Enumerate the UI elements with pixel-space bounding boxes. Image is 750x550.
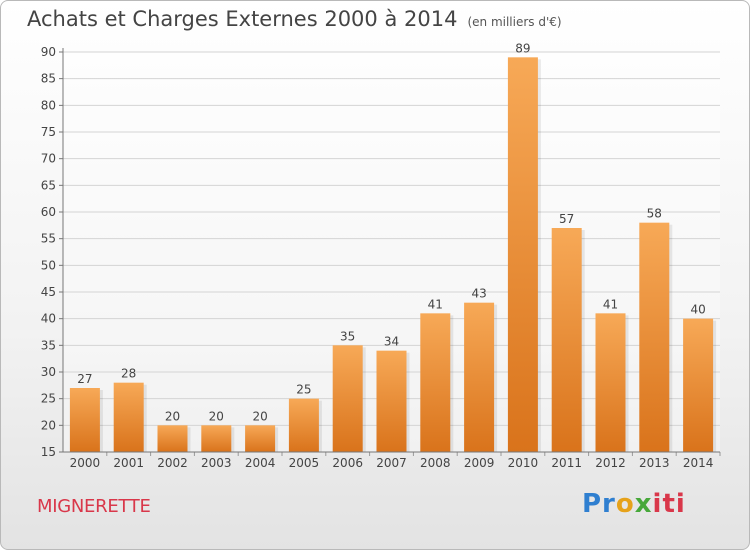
- y-tick-label: 75: [41, 125, 56, 139]
- x-tick-label: 2001: [113, 456, 144, 470]
- bar: [464, 302, 495, 452]
- data-label: 89: [515, 41, 530, 55]
- commune-name: MIGNERETTE: [37, 496, 151, 517]
- x-tick-label: 2006: [332, 456, 363, 470]
- data-label: 57: [559, 212, 574, 226]
- bar: [332, 345, 363, 452]
- y-tick-label: 45: [41, 285, 56, 299]
- y-tick-label: 25: [41, 392, 56, 406]
- data-label: 20: [209, 409, 224, 423]
- x-tick-label: 2013: [639, 456, 670, 470]
- bar: [288, 398, 319, 452]
- bars: 27 28 20 20 20 25 35 34 41 43 89 57 41 58 40: [69, 41, 717, 452]
- bar: [595, 313, 626, 452]
- chart-subtitle: (en milliers d'€): [467, 15, 562, 29]
- chart-title: Achats et Charges Externes 2000 à 2014 (e…: [27, 7, 562, 31]
- x-tick-label: 2003: [201, 456, 232, 470]
- data-label: 20: [165, 409, 180, 423]
- bar: [201, 425, 232, 452]
- data-label: 58: [647, 207, 662, 221]
- data-label: 25: [296, 383, 311, 397]
- y-tick-label: 35: [41, 338, 56, 352]
- y-tick-label: 20: [41, 418, 56, 432]
- bar: [420, 313, 451, 452]
- bar: [157, 425, 188, 452]
- y-tick-label: 80: [41, 98, 56, 112]
- x-tick-label: 2009: [464, 456, 495, 470]
- x-tick-label: 2008: [420, 456, 451, 470]
- y-tick-label: 30: [41, 365, 56, 379]
- chart-title-text: Achats et Charges Externes 2000 à 2014: [27, 7, 458, 31]
- x-tick-label: 2012: [595, 456, 626, 470]
- x-tick-label: 2010: [508, 456, 539, 470]
- y-tick-label: 65: [41, 178, 56, 192]
- data-label: 41: [428, 297, 443, 311]
- y-tick-label: 15: [41, 445, 56, 459]
- data-label: 27: [77, 372, 92, 386]
- data-label: 20: [252, 409, 267, 423]
- y-tick-label: 60: [41, 205, 56, 219]
- proxiti-logo: Proxiti: [582, 489, 686, 519]
- axes: 15 20 25 30 35 40 45 50 55 60 65 70 75 80 85 90 2000 2001…: [41, 45, 721, 470]
- x-tick-label: 2000: [70, 456, 101, 470]
- y-tick-label: 70: [41, 152, 56, 166]
- logo-part: iti: [652, 489, 686, 519]
- x-tick-label: 2007: [376, 456, 407, 470]
- logo-part: o: [615, 489, 635, 519]
- y-tick-label: 90: [41, 45, 56, 59]
- x-tick-label: 2002: [157, 456, 188, 470]
- x-tick-label: 2004: [245, 456, 276, 470]
- data-label: 34: [384, 335, 399, 349]
- bar: [376, 350, 407, 452]
- bar: [69, 388, 100, 452]
- y-tick-label: 50: [41, 258, 56, 272]
- bar: [551, 228, 582, 452]
- logo-part: x: [634, 489, 653, 519]
- data-label: 40: [690, 303, 705, 317]
- bar: [245, 425, 276, 452]
- data-label: 43: [471, 287, 486, 301]
- y-tick-label: 55: [41, 232, 56, 246]
- y-tick-label: 85: [41, 72, 56, 86]
- x-tick-label: 2011: [551, 456, 582, 470]
- x-tick-label: 2014: [683, 456, 714, 470]
- bar: [113, 382, 144, 452]
- data-label: 28: [121, 367, 136, 381]
- bar: [639, 222, 670, 452]
- data-label: 35: [340, 329, 355, 343]
- y-tick-label: 40: [41, 312, 56, 326]
- logo-part: Pr: [582, 489, 616, 519]
- bar: [683, 318, 714, 452]
- data-label: 41: [603, 297, 618, 311]
- x-tick-label: 2005: [289, 456, 320, 470]
- bar: [507, 57, 538, 452]
